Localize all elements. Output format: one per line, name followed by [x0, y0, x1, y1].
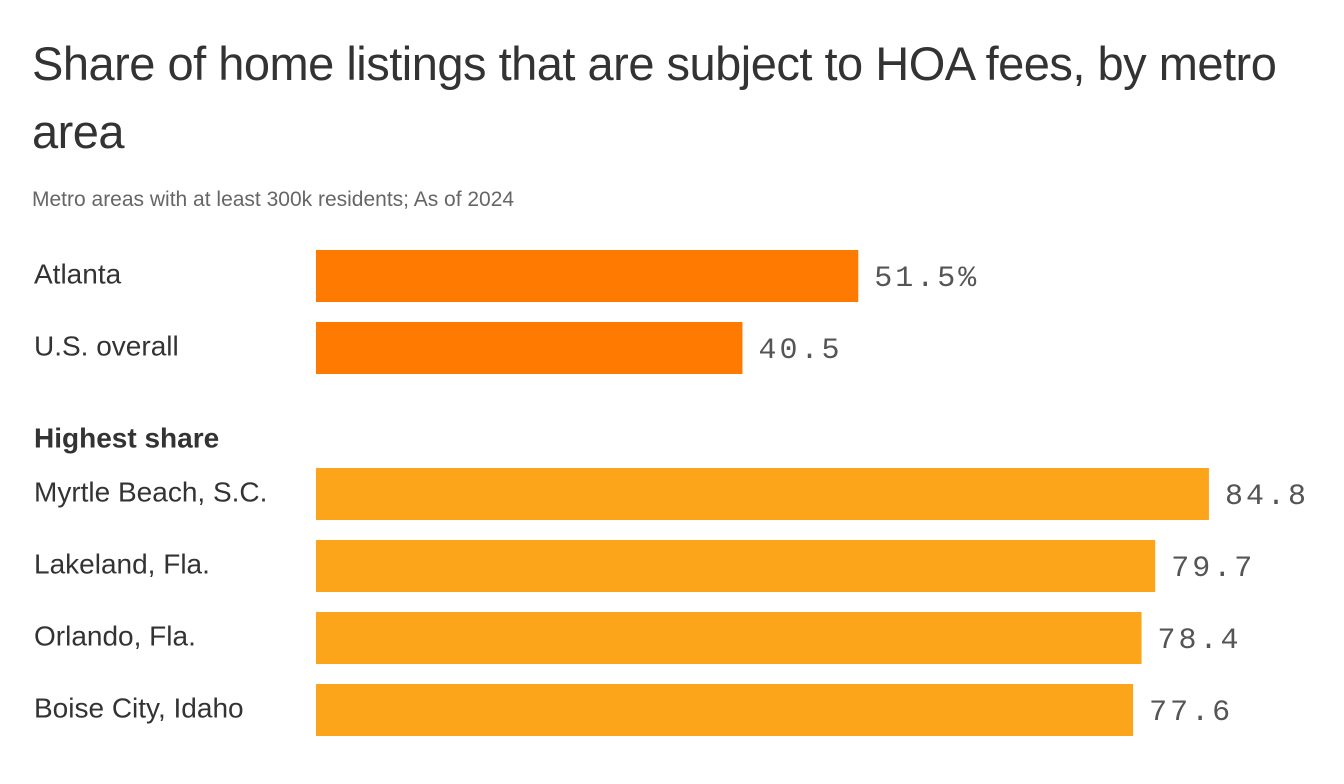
bar: [316, 612, 1142, 664]
group-header: Highest share: [34, 422, 219, 453]
category-label: Atlanta: [34, 258, 122, 289]
value-label: 84.8: [1225, 480, 1309, 514]
value-label: 51.5%: [874, 262, 979, 296]
value-label: 78.4: [1158, 624, 1242, 658]
bar: [316, 250, 859, 302]
value-label: 77.6: [1149, 696, 1233, 730]
category-label: Lakeland, Fla.: [34, 548, 210, 579]
bar: [316, 684, 1134, 736]
bar: [316, 540, 1156, 592]
chart-subtitle: Metro areas with at least 300k residents…: [32, 188, 515, 211]
category-label: U.S. overall: [34, 330, 179, 361]
value-label: 40.5: [758, 334, 842, 368]
category-label: Boise City, Idaho: [34, 692, 244, 723]
category-label: Myrtle Beach, S.C.: [34, 476, 267, 507]
value-label: 79.7: [1171, 552, 1255, 586]
chart-title: Share of home listings that are subject …: [32, 37, 1277, 158]
bar: [316, 322, 743, 374]
bar: [316, 468, 1209, 520]
category-label: Orlando, Fla.: [34, 620, 196, 651]
